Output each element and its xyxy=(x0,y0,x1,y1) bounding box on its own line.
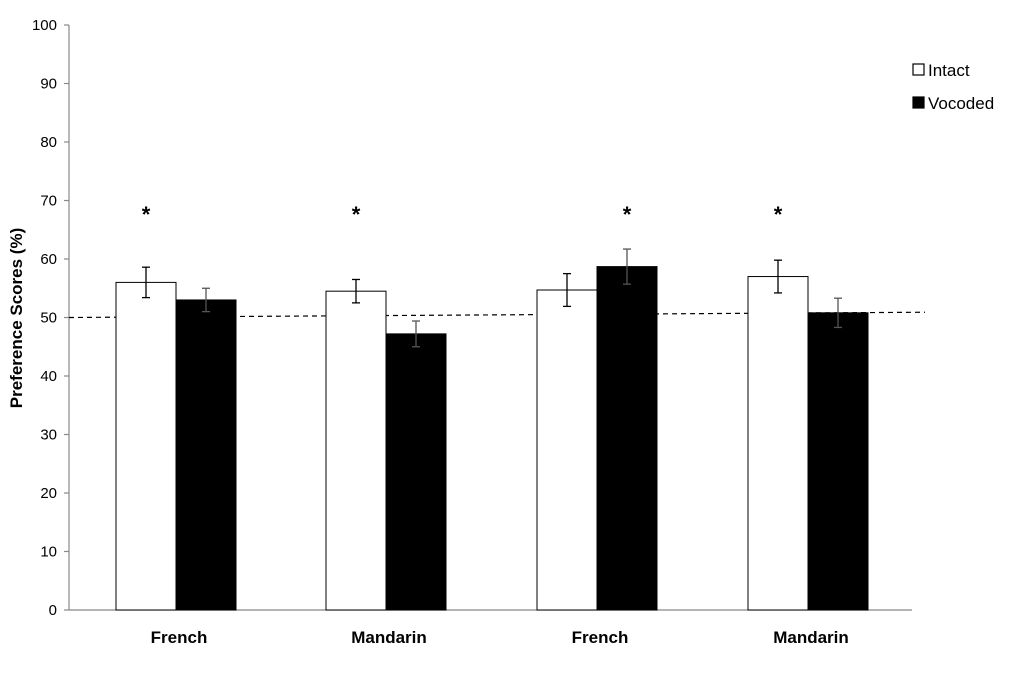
x-tick-label: French xyxy=(572,628,629,647)
significance-star: * xyxy=(623,202,632,227)
bar-vocoded-1 xyxy=(385,333,447,611)
y-tick-label: 70 xyxy=(40,193,57,210)
y-tick-label: 90 xyxy=(40,76,57,93)
category-labels: French Mandarin French Mandarin xyxy=(151,628,849,647)
y-tick-label: 60 xyxy=(40,251,57,268)
y-tick-label: 100 xyxy=(32,17,57,34)
significance-star: * xyxy=(142,202,151,227)
x-tick-label: Mandarin xyxy=(773,628,849,647)
y-tick-label: 40 xyxy=(40,368,57,385)
x-tick-label: Mandarin xyxy=(351,628,427,647)
y-axis: 0 10 20 30 40 50 60 70 80 90 100 xyxy=(32,17,70,619)
bar-intact-3 xyxy=(747,276,809,611)
bar-intact-0 xyxy=(115,281,177,611)
bar-vocoded-3 xyxy=(807,312,869,611)
significance-star: * xyxy=(774,202,783,227)
y-tick-label: 0 xyxy=(49,602,57,619)
significance-markers: * * * * xyxy=(142,202,783,227)
y-tick-label: 20 xyxy=(40,485,57,502)
bar-vocoded-0 xyxy=(175,299,237,611)
legend-label-intact: Intact xyxy=(928,61,970,80)
y-tick-label: 30 xyxy=(40,427,57,444)
bar-intact-2 xyxy=(536,289,598,611)
y-axis-label: Preference Scores (%) xyxy=(7,228,26,408)
bar-vocoded-2 xyxy=(596,266,658,611)
significance-star: * xyxy=(352,202,361,227)
x-tick-label: French xyxy=(151,628,208,647)
bar-intact-1 xyxy=(325,290,387,611)
y-tick-label: 50 xyxy=(40,310,57,327)
legend-swatch-vocoded xyxy=(912,96,925,109)
bars xyxy=(115,266,869,611)
y-tick-label: 80 xyxy=(40,134,57,151)
y-tick-label: 10 xyxy=(40,544,57,561)
error-bars xyxy=(142,248,842,348)
legend-swatch-intact xyxy=(912,63,925,76)
legend-label-vocoded: Vocoded xyxy=(928,94,994,113)
legend: Intact Vocoded xyxy=(912,61,994,113)
